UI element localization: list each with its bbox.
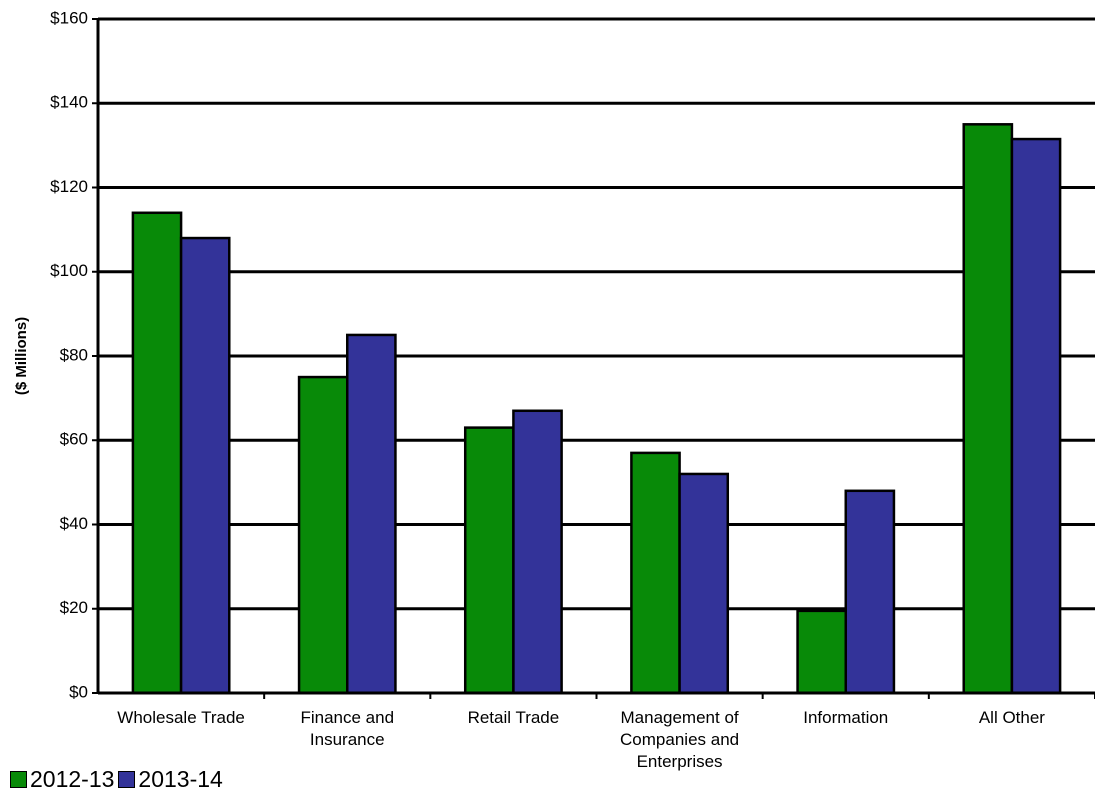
bar xyxy=(844,489,896,695)
bar xyxy=(346,333,397,695)
bar xyxy=(463,426,515,695)
legend-swatch xyxy=(10,771,27,788)
y-tick-label: $120 xyxy=(50,177,88,196)
bar xyxy=(796,609,847,695)
y-tick-label: $0 xyxy=(69,682,88,701)
bar xyxy=(179,236,231,695)
y-tick-label: $80 xyxy=(60,345,88,364)
bar xyxy=(297,375,349,695)
y-tick-label: $160 xyxy=(50,8,88,27)
y-tick-label: $40 xyxy=(60,514,88,533)
x-tick-label: Wholesale Trade xyxy=(117,708,245,727)
legend-swatch xyxy=(118,771,136,788)
x-tick-label: Retail Trade xyxy=(467,708,560,727)
bar xyxy=(630,451,681,695)
bar xyxy=(1010,137,1062,695)
bar xyxy=(678,472,730,695)
bar xyxy=(962,123,1014,695)
y-tick-label: $140 xyxy=(50,93,88,112)
x-tick-label: Finance and Insurance xyxy=(300,708,395,749)
bar xyxy=(512,409,563,695)
x-tick-label: Information xyxy=(803,708,889,727)
legend-label: 2013-14 xyxy=(138,766,223,792)
x-tick-label: All Other xyxy=(978,708,1045,727)
x-tick-label: Management of Companies and Enterprises xyxy=(620,708,740,771)
y-tick-label: $20 xyxy=(60,598,88,617)
legend-label: 2012-13 xyxy=(30,766,115,792)
y-tick-label: $100 xyxy=(50,261,88,280)
legend: 2012-13 2013-14 xyxy=(6,766,223,793)
bar xyxy=(131,211,183,695)
y-axis-label: ($ Millions) xyxy=(13,317,30,395)
y-tick-label: $60 xyxy=(60,430,88,449)
